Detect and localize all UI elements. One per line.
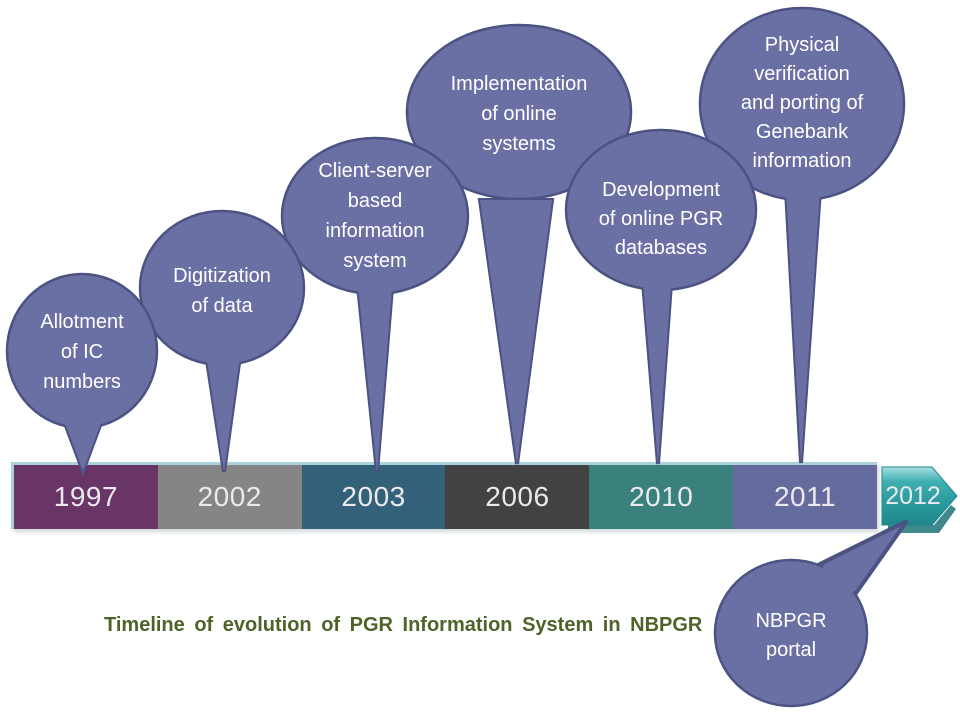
balloon-allotment-of-ic-numbers <box>5 272 159 477</box>
timeline-bar: 1997 2002 2003 2006 2010 2011 <box>11 462 877 529</box>
year-label-1997: 1997 <box>53 481 119 512</box>
balloon-tail-join <box>822 527 900 594</box>
balloon-label-client-server: Client-server based information system <box>290 156 460 276</box>
balloon-tail-join <box>63 418 102 471</box>
balloon-text-line: NBPGR <box>755 610 827 632</box>
balloon-text-line: of data <box>191 295 253 317</box>
year-label-2012: 2012 <box>885 482 941 510</box>
balloon-text-line: Implementation <box>450 73 588 95</box>
balloon-label-nbpgr-portal: NBPGR portal <box>711 607 871 665</box>
balloon-text-line: Digitization <box>173 265 271 287</box>
balloon-bubble <box>713 558 869 708</box>
balloon-label-physical-verification: Physical verification and porting of Gen… <box>707 31 897 176</box>
balloon-label-development: Development of online PGR databases <box>566 176 756 263</box>
balloon-label-allotment: Allotment of IC numbers <box>7 307 157 397</box>
balloon-text-line: based <box>347 190 403 212</box>
year-label-2003: 2003 <box>341 481 406 512</box>
caption: Timeline of evolution of PGR Information… <box>104 614 703 636</box>
balloon-tail-join <box>358 286 392 472</box>
balloon-text-line: systems <box>482 133 556 155</box>
balloon-text-line: databases <box>614 237 708 259</box>
balloon-text-line: verification <box>754 63 850 85</box>
balloon-text-line: Allotment <box>40 311 124 333</box>
balloon-text-line: Client-server <box>318 160 432 182</box>
balloon-text-line: Genebank <box>755 121 849 143</box>
balloon-tail-join <box>206 354 240 472</box>
balloon-tail-join <box>643 282 671 464</box>
timeline-segment-2002: 2002 <box>157 465 302 529</box>
balloon-tail-join <box>786 190 820 463</box>
balloon-text-line: of online <box>481 103 557 125</box>
balloon-nbpgr-portal <box>713 519 909 708</box>
timeline-segment-1997: 1997 <box>14 465 158 529</box>
balloon-text-line: portal <box>765 639 817 661</box>
timeline-segment-2010: 2010 <box>589 465 734 529</box>
balloon-text-line: Development <box>602 179 720 201</box>
balloon-text-line: numbers <box>43 371 121 393</box>
balloon-label-implementation: Implementation of online systems <box>424 69 614 159</box>
balloon-tail-join <box>480 200 552 464</box>
timeline-arrow-2012 <box>881 466 958 526</box>
year-label-2006: 2006 <box>485 481 550 512</box>
balloon-text-line: information <box>752 150 852 172</box>
balloon-implementation-online-systems <box>405 23 633 465</box>
year-label-2002: 2002 <box>197 481 262 512</box>
timeline-segment-2011: 2011 <box>733 465 877 529</box>
timeline-segment-2006: 2006 <box>445 465 590 529</box>
balloon-development-pgr-databases <box>564 128 758 465</box>
balloon-physical-verification-genebank <box>698 6 906 464</box>
balloon-text-line: Physical <box>764 34 840 56</box>
balloon-text-line: of online PGR <box>598 208 724 230</box>
balloon-digitization-of-data <box>138 209 306 473</box>
timeline-segment-2003: 2003 <box>301 465 446 529</box>
balloon-bubble <box>405 23 633 201</box>
year-label-2010: 2010 <box>629 481 694 512</box>
year-label-2011: 2011 <box>773 481 837 512</box>
balloon-client-server-system <box>280 136 470 473</box>
balloon-text-line: and porting of <box>740 92 864 114</box>
balloon-text-line: information <box>325 220 425 242</box>
balloon-text-line: system <box>343 250 407 272</box>
balloon-label-digitization: Digitization of data <box>142 261 302 321</box>
balloon-text-line: of IC <box>60 341 104 363</box>
